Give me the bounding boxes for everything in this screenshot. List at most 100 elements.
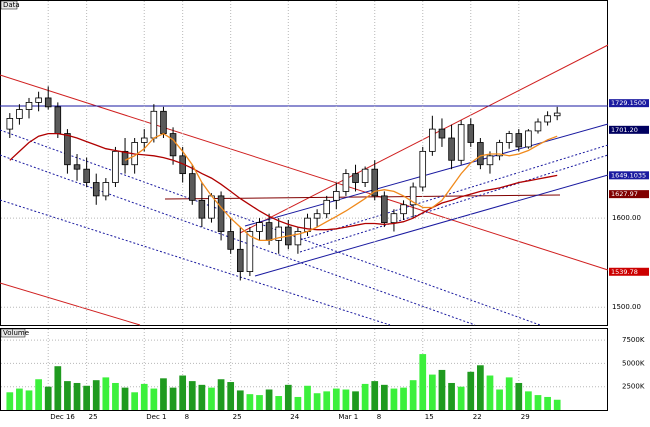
volume-bar: [332, 388, 340, 410]
volume-bar: [313, 393, 321, 410]
volume-bar: [64, 381, 71, 410]
candle-body: [505, 133, 513, 143]
volume-bar: [169, 387, 177, 410]
volume-bar: [304, 385, 311, 410]
candle-body: [140, 137, 148, 143]
right-axis: [608, 0, 650, 423]
volume-bar: [83, 385, 90, 410]
candle-body: [486, 155, 494, 166]
volume-bar: [217, 379, 225, 410]
volume-bar: [505, 377, 513, 410]
volume-bar: [371, 381, 379, 410]
y-tick-label: 1500.00: [612, 303, 641, 311]
volume-bar: [294, 396, 302, 410]
x-tick-label: 25: [233, 413, 242, 421]
volume-bar: [467, 371, 475, 410]
price-marker-label: 1729.1500: [611, 99, 646, 107]
volume-bar: [428, 374, 436, 410]
volume-bar: [44, 386, 52, 410]
x-tick-label: Mar 1: [338, 413, 358, 421]
volume-bar: [525, 391, 532, 410]
candle-body: [544, 115, 551, 123]
trend-line: [0, 282, 141, 326]
trend-lines: [0, 44, 609, 326]
volume-bar: [409, 380, 417, 410]
candle-body: [6, 118, 14, 130]
volume-bar: [361, 383, 369, 410]
candle-body: [323, 199, 330, 215]
candle-body: [534, 121, 542, 132]
volume-bar: [236, 390, 244, 410]
volume-bar: [275, 396, 283, 410]
candle-body: [188, 173, 196, 201]
volume-bar: [246, 394, 254, 410]
price-marker: [609, 190, 649, 199]
volume-bar: [534, 395, 542, 410]
volume-bar: [390, 388, 398, 410]
candle-body: [313, 213, 321, 219]
candle-body: [361, 168, 369, 183]
price-marker: [609, 267, 649, 276]
candle-body: [121, 150, 129, 166]
volume-bar: [544, 396, 551, 410]
x-tick-label: 15: [425, 413, 434, 421]
volume-bar: [25, 390, 33, 410]
price-marker: [609, 99, 649, 108]
candle-body: [237, 248, 244, 272]
moving-average: [9, 132, 558, 231]
candle-body: [265, 222, 273, 241]
candle-body: [102, 182, 110, 197]
x-tick-label: 8: [185, 413, 189, 421]
candle-body: [73, 164, 81, 170]
candle-body: [169, 133, 177, 157]
candle-body: [515, 133, 523, 148]
candle-body: [477, 142, 484, 166]
price-marker: [609, 171, 649, 180]
volume-bar: [150, 388, 158, 410]
candle-body: [198, 199, 206, 219]
candle-body: [400, 204, 407, 215]
price-marker-label: 1701.20: [611, 126, 638, 134]
candle-body: [275, 226, 282, 241]
candle-body: [467, 124, 475, 143]
candle-body: [333, 191, 340, 201]
volume-bar: [160, 378, 167, 410]
moving-average: [124, 132, 558, 242]
candle-body: [496, 142, 503, 157]
channel-line: [299, 144, 609, 241]
candle-body: [438, 128, 446, 139]
volume-bar: [323, 391, 331, 410]
volume-tick-label: 7500K: [622, 336, 645, 344]
candle-body: [150, 110, 158, 139]
title-box: [0, 0, 18, 10]
y-tick-label: 1600.00: [612, 214, 641, 222]
channel-line: [0, 199, 391, 326]
candle-body: [112, 150, 119, 183]
channel-line: [244, 123, 609, 227]
volume-bar: [112, 382, 119, 410]
volume-bar: [131, 392, 139, 410]
channel-line: [299, 154, 609, 253]
candle-body: [54, 106, 62, 134]
volume-bar: [92, 380, 100, 410]
volume-bar: [496, 389, 503, 410]
volume-bar: [73, 382, 81, 410]
volume-bar: [486, 375, 494, 410]
volume-bar: [400, 387, 407, 410]
volume-bar: [227, 382, 235, 410]
candle-body: [342, 173, 350, 192]
volume-bar: [265, 389, 273, 410]
price-marker: [609, 125, 649, 134]
volume-bar: [179, 375, 187, 410]
channel-line: [254, 174, 609, 277]
x-tick-label: 22: [473, 413, 482, 421]
volume-tick-label: 2500K: [622, 383, 645, 391]
candle-body: [217, 195, 225, 232]
candle-body: [553, 112, 561, 117]
candle-body: [409, 186, 417, 206]
candle-body: [246, 231, 254, 272]
volume-bar: [419, 354, 427, 410]
price-marker-label: 1539.78: [611, 268, 638, 276]
price-pane: [0, 0, 608, 326]
